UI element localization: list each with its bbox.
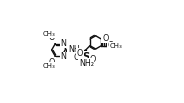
Text: N: N	[61, 52, 66, 61]
Text: O: O	[89, 55, 96, 64]
Text: O: O	[77, 49, 83, 58]
Text: CH₃: CH₃	[110, 43, 123, 49]
Text: O: O	[49, 58, 55, 67]
Text: N: N	[61, 39, 66, 48]
Text: NH₂: NH₂	[79, 59, 94, 68]
Text: O: O	[107, 41, 114, 50]
Text: CH₃: CH₃	[43, 31, 56, 37]
Text: O: O	[49, 33, 55, 42]
Text: NH: NH	[68, 46, 80, 54]
Text: S: S	[83, 52, 90, 62]
Text: CH₃: CH₃	[43, 63, 56, 69]
Text: O: O	[102, 34, 108, 43]
Text: O: O	[74, 53, 80, 62]
